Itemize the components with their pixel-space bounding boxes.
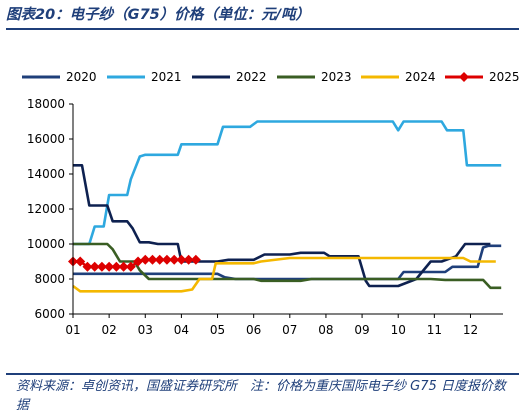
legend-entry-2020: 2020	[22, 70, 97, 84]
x-tick-label: 01	[65, 323, 80, 337]
data-point-2025	[161, 254, 172, 265]
x-tick-label: 07	[282, 323, 297, 337]
x-tick-label: 08	[318, 323, 333, 337]
data-point-2025	[111, 261, 122, 272]
legend-entry-2021: 2021	[107, 70, 182, 84]
y-tick-label: 14000	[27, 167, 65, 181]
data-point-2025	[133, 256, 144, 267]
x-tick-label: 06	[246, 323, 261, 337]
data-point-2025	[82, 261, 93, 272]
chart-legend: 2020 2021 2022 2023 2024 2025	[22, 70, 520, 84]
x-tick-label: 11	[427, 323, 442, 337]
legend-marker	[459, 72, 469, 82]
source-note: 资料来源：卓创资讯，国盛证券研究所 注：价格为重庆国际电子纱 G75 日度报价数…	[16, 379, 506, 413]
series-line-2022	[73, 164, 491, 288]
legend-label: 2022	[236, 70, 267, 84]
data-point-2025	[190, 254, 201, 265]
legend-label: 2020	[66, 70, 97, 84]
data-point-2025	[104, 261, 115, 272]
series-line-2021	[73, 120, 502, 246]
legend-label: 2025	[489, 70, 520, 84]
series-2021	[73, 120, 502, 246]
legend-entry-2023: 2023	[277, 70, 352, 84]
data-point-2025	[176, 254, 187, 265]
x-tick-label: 12	[463, 323, 478, 337]
legend-label: 2021	[151, 70, 182, 84]
data-point-2025	[140, 254, 151, 265]
data-point-2025	[147, 254, 158, 265]
series-2024	[72, 256, 496, 293]
x-tick-label: 05	[210, 323, 225, 337]
series-2023	[73, 242, 502, 290]
data-point-2025	[75, 256, 86, 267]
y-tick-label: 18000	[27, 97, 65, 111]
data-point-2025	[118, 261, 129, 272]
plot-area: 6000 8000 10000 12000 14000 16000 18000 01 02 03 0…	[27, 97, 503, 337]
axes: 6000 8000 10000 12000 14000 16000 18000 01 02 03 0…	[27, 97, 503, 337]
price-line-chart: 2020 2021 2022 2023 2024 2025 6000 8000 10000 12…	[22, 70, 520, 337]
data-point-2025	[183, 254, 194, 265]
data-point-2025	[125, 261, 136, 272]
legend-label: 2023	[321, 70, 352, 84]
x-tick-label: 02	[101, 323, 116, 337]
x-tick-label: 10	[391, 323, 406, 337]
data-point-2025	[89, 261, 100, 272]
y-tick-label: 16000	[27, 132, 65, 146]
x-tick-label: 09	[354, 323, 369, 337]
y-tick-label: 8000	[34, 272, 65, 286]
series-line-2023	[73, 242, 502, 290]
data-point-2025	[169, 254, 180, 265]
x-tick-label: 04	[174, 323, 189, 337]
series-2025	[68, 254, 201, 272]
legend-entry-2022: 2022	[192, 70, 267, 84]
legend-entry-2024: 2024	[361, 70, 436, 84]
legend-label: 2024	[405, 70, 436, 84]
series-line-2024	[72, 256, 496, 293]
data-point-2025	[96, 261, 107, 272]
series-layer	[68, 120, 502, 293]
source-divider	[6, 373, 519, 375]
legend-entry-2025: 2025	[445, 70, 520, 84]
y-tick-label: 12000	[27, 202, 65, 216]
y-tick-label: 10000	[27, 237, 65, 251]
data-point-2025	[154, 254, 165, 265]
y-tick-label: 6000	[34, 307, 65, 321]
x-tick-label: 03	[138, 323, 153, 337]
figure-title: 图表20：电子纱（G75）价格（单位：元/吨）	[6, 2, 519, 30]
series-2022	[73, 164, 491, 288]
